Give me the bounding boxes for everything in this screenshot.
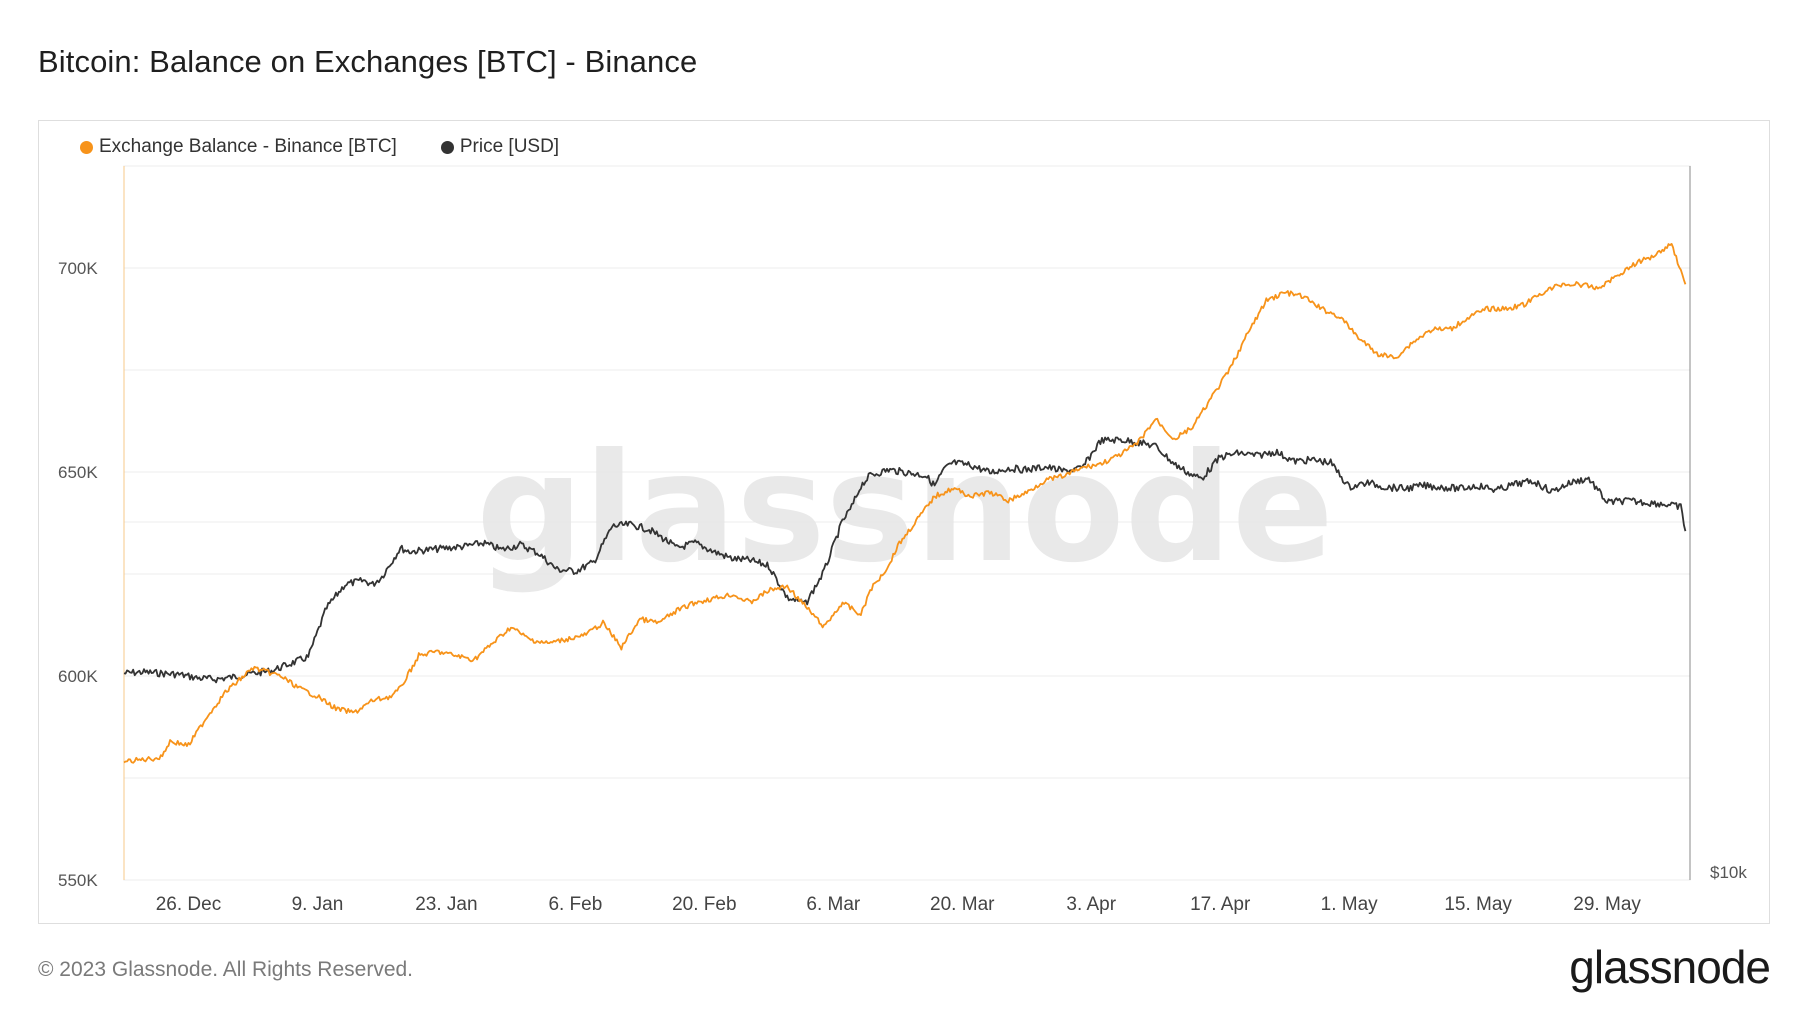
y-tick-label: 600K [58, 667, 98, 686]
chart-legend: Exchange Balance - Binance [BTC] Price [… [80, 136, 559, 158]
x-tick-label: 20. Mar [930, 894, 995, 915]
x-tick-label: 23. Jan [415, 894, 477, 915]
series-line-exchange-balance [123, 243, 1687, 764]
legend-item-exchange-balance[interactable]: Exchange Balance - Binance [BTC] [80, 136, 397, 158]
x-tick-label: 29. May [1573, 894, 1641, 915]
y-tick-label: 650K [58, 463, 98, 482]
chart-frame [38, 120, 1770, 924]
x-tick-label: 17. Apr [1190, 894, 1251, 915]
y-tick-label: 700K [58, 259, 98, 278]
chart-title: Bitcoin: Balance on Exchanges [BTC] - Bi… [38, 44, 698, 79]
x-tick-label: 3. Apr [1066, 894, 1116, 915]
y-tick-label: 550K [58, 871, 98, 890]
legend-dot-price [440, 140, 454, 154]
x-tick-label: 9. Jan [292, 894, 344, 915]
legend-item-price[interactable]: Price [USD] [440, 136, 560, 158]
x-tick-label: 6. Feb [548, 894, 602, 915]
glassnode-logo: glassnode [1569, 941, 1771, 993]
x-tick-label: 15. May [1444, 894, 1512, 915]
legend-label-exchange-balance: Exchange Balance - Binance [BTC] [99, 136, 397, 157]
x-tick-label: 1. May [1321, 894, 1379, 915]
watermark: glassnode [476, 422, 1334, 596]
x-tick-label: 20. Feb [672, 894, 736, 915]
y-right-tick-label: $10k [1710, 863, 1747, 882]
x-tick-label: 6. Mar [806, 894, 861, 915]
copyright-text: © 2023 Glassnode. All Rights Reserved. [38, 958, 414, 981]
legend-label-price: Price [USD] [459, 136, 560, 157]
series-line-price [123, 436, 1687, 684]
x-tick-label: 26. Dec [156, 894, 221, 915]
legend-dot-exchange-balance [80, 140, 93, 154]
